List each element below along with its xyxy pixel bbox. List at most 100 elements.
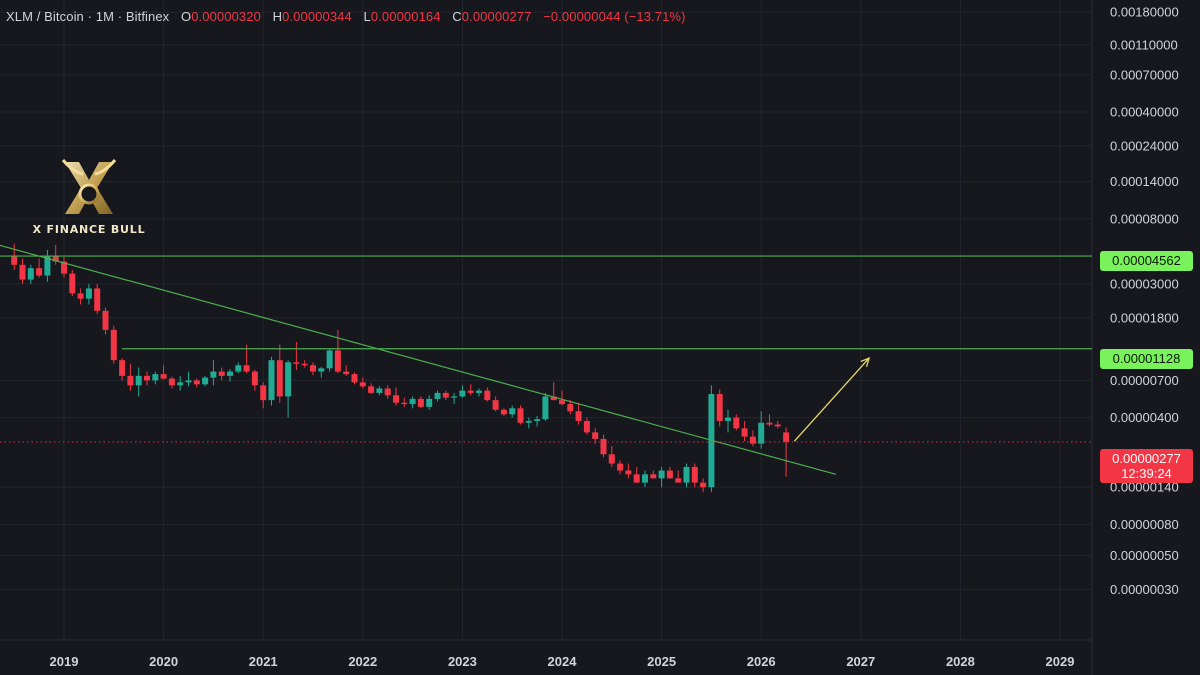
candle-body bbox=[484, 390, 491, 401]
candle-body bbox=[758, 422, 765, 444]
candle-body bbox=[666, 470, 673, 479]
open-value: 0.00000320 bbox=[191, 9, 261, 24]
candle-body bbox=[725, 417, 731, 421]
candle-body bbox=[318, 368, 325, 372]
time-axis: 2019 2020 2021 2022 2023 2024 2025 2026 2027 2028… bbox=[50, 654, 1075, 669]
bar-countdown: 12:39:24 bbox=[1121, 466, 1172, 481]
candle-body bbox=[185, 380, 192, 383]
candle-body bbox=[27, 268, 34, 280]
candle-body bbox=[608, 454, 615, 464]
price-tick-label: 0.00014000 bbox=[1110, 174, 1179, 189]
candle-body bbox=[633, 474, 640, 483]
price-tick-label: 0.00001800 bbox=[1110, 310, 1179, 325]
price-tick-label: 0.00180000 bbox=[1110, 5, 1179, 20]
current-price-tag: 0.00000277 12:39:24 bbox=[1100, 449, 1193, 483]
candle-body bbox=[409, 398, 416, 405]
candle-body bbox=[77, 293, 84, 299]
candle-body bbox=[36, 268, 43, 276]
chart-grid bbox=[0, 0, 1093, 675]
logo-text: X FINANCE BULL bbox=[32, 223, 146, 236]
candle-body bbox=[310, 365, 316, 372]
candle-body bbox=[467, 390, 474, 393]
candle-body bbox=[675, 478, 682, 483]
time-tick-label: 2019 bbox=[50, 654, 79, 669]
candle-body bbox=[119, 360, 126, 376]
candle-body bbox=[766, 422, 773, 425]
price-tick-label: 0.00024000 bbox=[1110, 138, 1179, 153]
candle-body bbox=[384, 388, 391, 396]
candle-body bbox=[52, 255, 59, 262]
candle-body bbox=[625, 470, 632, 475]
symbol-title[interactable]: XLM / Bitcoin · 1M · Bitfinex bbox=[6, 9, 170, 24]
close-value: 0.00000277 bbox=[461, 9, 532, 24]
bull-logo-icon bbox=[61, 159, 117, 214]
candle-body bbox=[442, 392, 449, 398]
candle-body bbox=[102, 310, 109, 330]
candle-body bbox=[459, 390, 466, 397]
time-tick-label: 2022 bbox=[348, 654, 377, 669]
candle-body bbox=[492, 400, 499, 410]
candle-body bbox=[227, 371, 233, 376]
time-tick-label: 2029 bbox=[1046, 654, 1075, 669]
candle-body bbox=[243, 365, 250, 372]
candle-body bbox=[401, 402, 408, 405]
candle-body bbox=[343, 371, 350, 375]
arrow-head-icon bbox=[860, 356, 871, 367]
candle-body bbox=[434, 392, 441, 399]
candle-body bbox=[301, 363, 308, 366]
candle-body bbox=[285, 362, 292, 397]
candle-body bbox=[567, 404, 574, 412]
time-tick-label: 2027 bbox=[846, 654, 875, 669]
candle-body bbox=[749, 436, 756, 444]
candle-body bbox=[592, 432, 599, 439]
price-tick-label: 0.00000080 bbox=[1110, 517, 1179, 532]
candle-body bbox=[393, 395, 399, 403]
candle-body bbox=[783, 432, 790, 442]
candle-body bbox=[251, 371, 258, 386]
low-value: 0.00000164 bbox=[370, 9, 441, 24]
candle-body bbox=[177, 382, 184, 386]
candle-body bbox=[152, 374, 159, 381]
candle-body bbox=[202, 377, 209, 385]
candle-body bbox=[359, 382, 366, 387]
open-key: O bbox=[181, 9, 192, 24]
candle-body bbox=[542, 396, 549, 420]
candle-body bbox=[11, 255, 18, 265]
candle-body bbox=[426, 398, 433, 407]
candle-body bbox=[658, 470, 665, 479]
price-tick-label: 0.00003000 bbox=[1110, 276, 1179, 291]
price-tick-label: 0.00000400 bbox=[1110, 410, 1179, 425]
candle-body bbox=[683, 466, 690, 483]
trendline bbox=[0, 244, 837, 475]
time-tick-label: 2020 bbox=[149, 654, 178, 669]
high-value: 0.00000344 bbox=[282, 9, 352, 24]
change-value: −0.00000044 (−13.71%) bbox=[543, 9, 686, 24]
price-tick-label: 0.00000030 bbox=[1110, 582, 1179, 597]
candle-body bbox=[509, 408, 516, 415]
candle-body bbox=[691, 466, 698, 483]
candle-body bbox=[135, 375, 142, 386]
symbol-header: XLM / Bitcoin · 1M · Bitfinex O0.0000032… bbox=[6, 9, 686, 24]
price-tick-label: 0.00070000 bbox=[1110, 67, 1179, 82]
candle-body bbox=[733, 417, 740, 429]
candle-body bbox=[534, 419, 541, 421]
candle-body bbox=[525, 420, 532, 423]
candle-body bbox=[168, 378, 175, 386]
candle-body bbox=[218, 371, 225, 376]
candle-body bbox=[559, 400, 565, 405]
candle-body bbox=[368, 386, 375, 393]
candle-body bbox=[583, 420, 590, 433]
candle-body bbox=[550, 396, 557, 401]
low-key: L bbox=[363, 9, 371, 24]
candle-body bbox=[268, 360, 275, 401]
candle-body bbox=[260, 385, 267, 401]
price-tick-label: 0.00000700 bbox=[1110, 373, 1179, 388]
candle-body bbox=[376, 388, 383, 393]
candle-body bbox=[85, 288, 92, 299]
time-tick-label: 2028 bbox=[946, 654, 975, 669]
current-price-label: 0.00000277 bbox=[1112, 451, 1181, 466]
price-axis: 0.00180000 0.00110000 0.00070000 0.00040000… bbox=[1110, 5, 1179, 597]
watermark-logo: X FINANCE BULL bbox=[24, 158, 154, 236]
time-tick-label: 2026 bbox=[747, 654, 776, 669]
